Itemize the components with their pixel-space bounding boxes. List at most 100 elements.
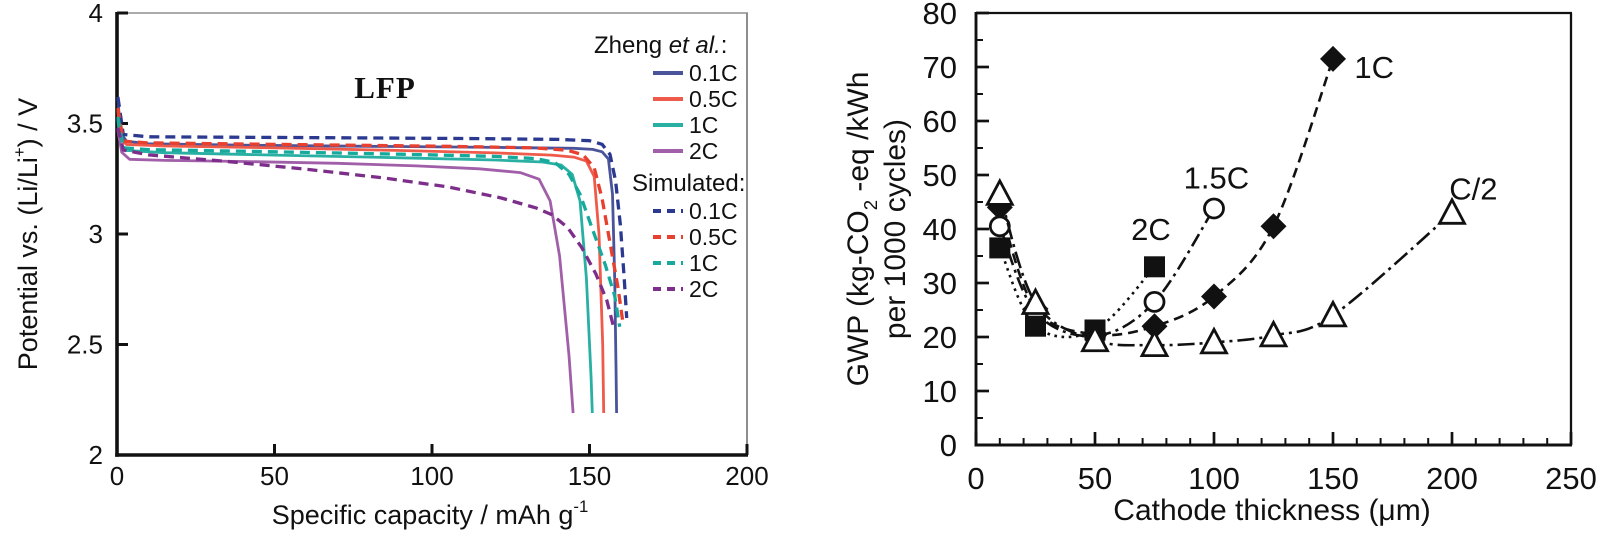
series-label-1c: 1C bbox=[1354, 50, 1394, 85]
marker-triangle bbox=[1139, 329, 1170, 357]
legend-item-label: 0.5C bbox=[689, 85, 738, 112]
series-zheng2c bbox=[116, 129, 575, 414]
legend-item: 0.5C bbox=[588, 224, 748, 250]
marker-square bbox=[989, 237, 1011, 259]
marker-triangle bbox=[1080, 324, 1110, 353]
series-label-15c: 1.5C bbox=[1184, 161, 1249, 196]
legend-line-swatch bbox=[653, 149, 683, 153]
y-tick-label: 40 bbox=[923, 212, 957, 247]
marker-triangle bbox=[1258, 319, 1289, 348]
series-zheng05c bbox=[116, 110, 606, 414]
marker-diamond bbox=[1260, 213, 1287, 240]
legend-item: 2C bbox=[588, 138, 748, 164]
marker-square bbox=[1144, 256, 1165, 278]
legend-item-label: 1C bbox=[689, 111, 719, 138]
x-tick-label: 200 bbox=[1426, 461, 1478, 496]
series-zheng01c bbox=[116, 96, 618, 414]
gwp-label-subscript: 2 bbox=[859, 199, 881, 211]
marker-diamond bbox=[1141, 313, 1168, 340]
y-tick-label: 20 bbox=[923, 320, 957, 355]
gwp-label-text-end: -eq /kWh bbox=[842, 71, 875, 200]
lfp-chart: 0 50 100 150 200 4 3.5 3 2.5 2 bbox=[67, 0, 769, 491]
legend-line-swatch bbox=[653, 123, 683, 127]
x-tick-label: 50 bbox=[1078, 461, 1112, 496]
legend: Zheng et al.: 0.1C 0.5C 1C 2C Simulated:… bbox=[588, 32, 748, 302]
series-label-2c: 2C bbox=[1131, 212, 1171, 247]
legend-item: 0.5C bbox=[588, 86, 748, 112]
marker-diamond bbox=[1201, 283, 1227, 310]
legend-item: 1C bbox=[588, 112, 748, 138]
x-tick-label: 100 bbox=[410, 461, 453, 491]
legend-title-suffix: : bbox=[720, 32, 728, 59]
legend-title-italic: et al. bbox=[668, 32, 721, 59]
x-tick-label: 0 bbox=[967, 461, 984, 496]
y-tick-label: 2.5 bbox=[67, 330, 103, 360]
legend-line-swatch bbox=[653, 71, 683, 75]
legend-line-swatch bbox=[653, 235, 683, 239]
legend-item-label: 0.5C bbox=[689, 223, 738, 250]
legend-item: 0.1C bbox=[588, 198, 748, 224]
y-tick-label: 10 bbox=[923, 374, 957, 409]
series-simulated2c bbox=[116, 127, 616, 330]
series-simulated01c bbox=[116, 96, 629, 319]
marker-triangle bbox=[1199, 326, 1229, 355]
x-label-text: Specific capacity / mAh g bbox=[271, 500, 574, 530]
legend-item: 2C bbox=[588, 276, 748, 302]
legend-group-title-simulated: Simulated: bbox=[632, 170, 746, 197]
series-line-15c bbox=[998, 207, 1216, 338]
y-tick-label: 30 bbox=[923, 266, 957, 301]
x-tick-label: 0 bbox=[110, 461, 124, 491]
marker-diamond bbox=[1320, 45, 1346, 72]
series-simulated05c bbox=[116, 107, 625, 323]
y-label-text-end: ) / V bbox=[13, 97, 43, 148]
y-tick-label: 4 bbox=[89, 0, 103, 28]
legend-item-label: 0.1C bbox=[689, 59, 738, 86]
legend-group-title-zheng: Zheng et al.: bbox=[588, 32, 748, 60]
series-label-c2: C/2 bbox=[1449, 172, 1497, 207]
legend-line-swatch bbox=[653, 97, 683, 101]
legend-item-label: 0.1C bbox=[689, 197, 738, 224]
y-tick-label: 60 bbox=[923, 104, 957, 139]
legend-line-swatch bbox=[653, 209, 683, 213]
x-tick-label: 200 bbox=[725, 461, 768, 491]
y-tick-label: 3.5 bbox=[67, 109, 103, 139]
x-tick-label: 150 bbox=[1307, 461, 1359, 496]
legend-title-text: Zheng bbox=[594, 32, 669, 59]
y-tick-label: 2 bbox=[89, 440, 103, 470]
y-tick-label: 80 bbox=[923, 0, 957, 31]
x-tick-label: 250 bbox=[1545, 461, 1597, 496]
x-label-superscript: -1 bbox=[573, 496, 589, 516]
legend-line-swatch bbox=[653, 287, 683, 291]
marker-circle bbox=[988, 215, 1011, 238]
legend-item: 1C bbox=[588, 250, 748, 276]
series-simulated1c bbox=[116, 116, 622, 328]
legend-item-label: 1C bbox=[689, 249, 719, 276]
right-y-axis-label: GWP (kg-CO2 -eq /kWh per 1000 cycles) bbox=[840, 0, 914, 469]
x-tick-label: 100 bbox=[1188, 461, 1240, 496]
left-chart-title: LFP bbox=[354, 70, 416, 105]
legend-item: 0.1C bbox=[588, 60, 748, 86]
marker-circle bbox=[1143, 290, 1166, 313]
series-line-c2 bbox=[998, 193, 1453, 347]
legend-item-label: 2C bbox=[689, 137, 719, 164]
x-tick-label: 150 bbox=[568, 461, 611, 491]
gwp-label-text: GWP (kg-CO bbox=[842, 210, 875, 387]
x-tick-label: 50 bbox=[260, 461, 289, 491]
y-tick-label: 50 bbox=[923, 158, 957, 193]
right-y-label-line2: per 1000 cycles) bbox=[879, 118, 912, 340]
series-line-2c bbox=[998, 247, 1156, 339]
legend-line-swatch bbox=[653, 261, 683, 265]
marker-triangle bbox=[1318, 299, 1348, 328]
series-line-1c bbox=[998, 58, 1335, 337]
right-x-axis-label: Cathode thickness (μm) bbox=[1113, 494, 1431, 527]
y-tick-label: 0 bbox=[940, 428, 957, 463]
y-tick-label: 3 bbox=[89, 219, 103, 249]
y-label-text: Potential vs. (Li/Li bbox=[13, 157, 43, 371]
marker-circle bbox=[1203, 197, 1225, 220]
gwp-chart: 0 50 100 150 200 250 0 10 20 30 40 50 60 70 80 1C 1.5C 2C… bbox=[923, 0, 1597, 496]
marker-triangle bbox=[1020, 286, 1051, 315]
left-y-axis-label: Potential vs. (Li/Li+) / V bbox=[10, 4, 47, 464]
marker-square bbox=[1025, 315, 1046, 337]
